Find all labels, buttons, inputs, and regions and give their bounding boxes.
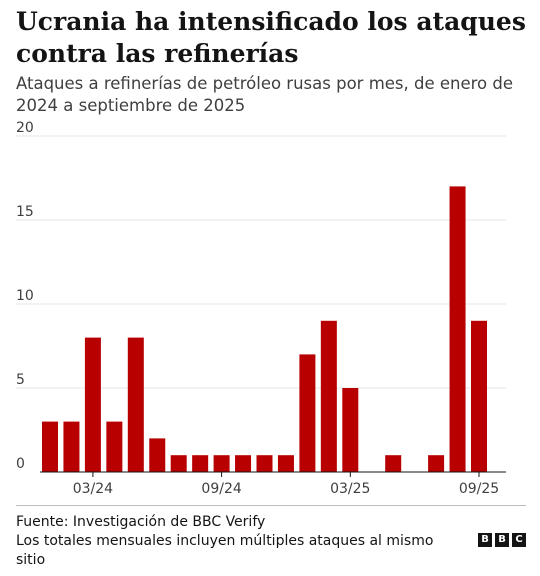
y-tick-label: 0 [16,456,25,472]
bars [42,186,487,472]
bar [84,337,101,472]
bar [170,455,187,472]
bar [127,337,144,472]
y-tick-label: 15 [16,204,34,220]
footer-divider [16,505,526,506]
bar [192,455,209,472]
bar [342,388,359,472]
bar [213,455,230,472]
bar-chart: 0 5 10 15 20 03/24 09/24 03/25 09/25 [16,120,506,497]
bar [149,438,166,472]
y-tick-label: 20 [16,120,34,136]
x-tick-label: 03/25 [330,481,370,497]
logo-letter: B [495,533,509,547]
x-tick-label: 09/24 [201,481,241,497]
bar [449,186,466,472]
bar [299,354,316,472]
bar [106,421,123,472]
bar [471,320,487,472]
bar [235,455,252,472]
y-axis-ticks: 0 5 10 15 20 [16,120,34,472]
bar [256,455,273,472]
bar [63,421,80,472]
x-axis-ticks: 03/24 09/24 03/25 09/25 [40,471,506,497]
x-tick-label: 03/24 [73,481,113,497]
chart-subtitle: Ataques a refinerías de petróleo rusas p… [16,74,514,115]
source-note: Fuente: Investigación de BBC Verify [16,514,266,530]
y-tick-label: 5 [16,372,25,388]
logo-letter: B [478,533,492,547]
bar [428,455,445,472]
bar [277,455,294,472]
bar [42,421,58,472]
bar [320,320,337,472]
chart-title: Ucrania ha intensificado los ataques con… [16,7,526,68]
x-tick-label: 09/25 [459,481,499,497]
bbc-logo: B B C [478,533,526,547]
logo-letter: C [512,533,526,547]
bar [385,455,402,472]
y-tick-label: 10 [16,288,34,304]
gridlines [16,135,506,389]
footnote: Los totales mensuales incluyen múltiples… [16,533,434,568]
